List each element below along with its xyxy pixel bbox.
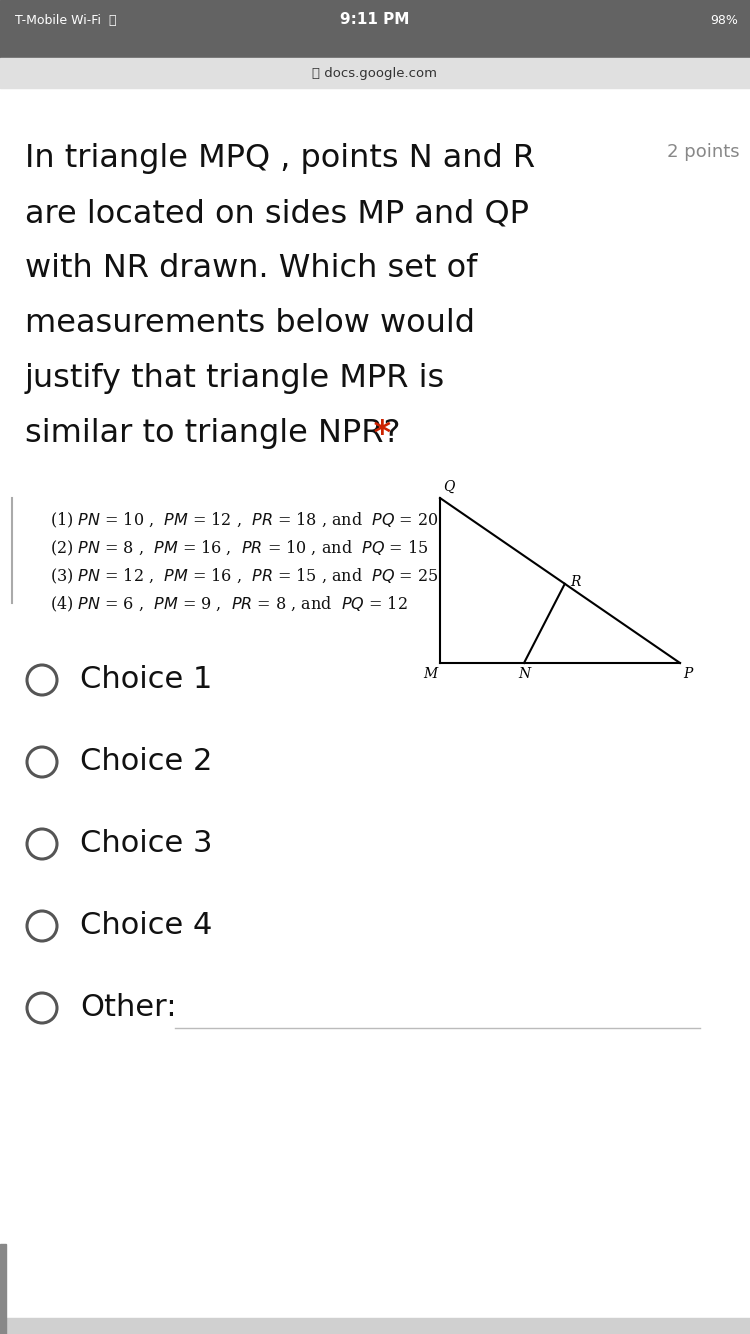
Text: Choice 2: Choice 2 <box>80 747 212 776</box>
Text: (2) $\it{PN}$ = 8 ,  $\it{PM}$ = 16 ,  $\it{PR}$ = 10 , and  $\it{PQ}$ = 15: (2) $\it{PN}$ = 8 , $\it{PM}$ = 16 , $\i… <box>50 539 428 558</box>
Text: R: R <box>570 575 580 588</box>
Text: justify that triangle MPR is: justify that triangle MPR is <box>25 363 445 394</box>
Text: 🔒 docs.google.com: 🔒 docs.google.com <box>313 67 437 80</box>
Text: measurements below would: measurements below would <box>25 308 475 339</box>
Text: *: * <box>362 418 392 451</box>
Text: 2 points: 2 points <box>668 143 740 161</box>
Text: are located on sides MP and QP: are located on sides MP and QP <box>25 197 529 229</box>
Text: similar to triangle NPR?: similar to triangle NPR? <box>25 418 400 450</box>
Text: (1) $\it{PN}$ = 10 ,  $\it{PM}$ = 12 ,  $\it{PR}$ = 18 , and  $\it{PQ}$ = 20: (1) $\it{PN}$ = 10 , $\it{PM}$ = 12 , $\… <box>50 511 439 530</box>
Bar <box>0 57 750 88</box>
Text: Choice 4: Choice 4 <box>80 911 212 940</box>
Text: (4) $\it{PN}$ = 6 ,  $\it{PM}$ = 9 ,  $\it{PR}$ = 8 , and  $\it{PQ}$ = 12: (4) $\it{PN}$ = 6 , $\it{PM}$ = 9 , $\it… <box>50 595 407 614</box>
Text: Q: Q <box>443 480 454 494</box>
Bar <box>0 0 750 57</box>
Text: T-Mobile Wi-Fi  : T-Mobile Wi-Fi  <box>15 13 116 27</box>
Text: M: M <box>423 667 437 680</box>
Bar <box>0 1245 6 1334</box>
Text: 98%: 98% <box>710 13 738 27</box>
Text: Other:: Other: <box>80 994 176 1022</box>
Text: N: N <box>518 667 530 680</box>
Text: Choice 1: Choice 1 <box>80 666 212 695</box>
Text: 9:11 PM: 9:11 PM <box>340 12 410 28</box>
Bar <box>0 1318 750 1334</box>
Text: with NR drawn. Which set of: with NR drawn. Which set of <box>25 253 477 284</box>
Text: (3) $\it{PN}$ = 12 ,  $\it{PM}$ = 16 ,  $\it{PR}$ = 15 , and  $\it{PQ}$ = 25: (3) $\it{PN}$ = 12 , $\it{PM}$ = 16 , $\… <box>50 567 439 586</box>
Text: In triangle MPQ , points N and R: In triangle MPQ , points N and R <box>25 143 536 173</box>
Text: P: P <box>683 667 692 680</box>
Text: Choice 3: Choice 3 <box>80 830 212 859</box>
